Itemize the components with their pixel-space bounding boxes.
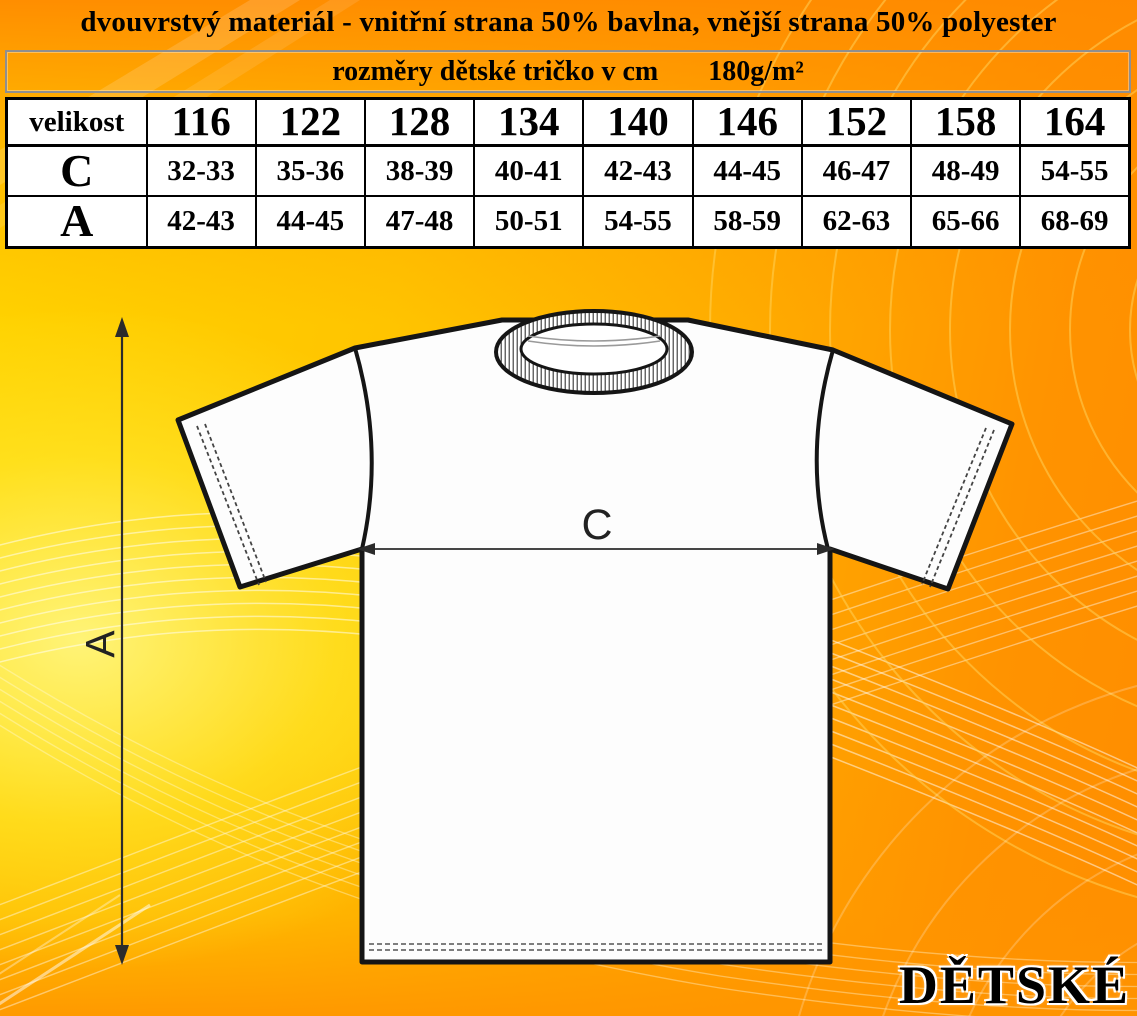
row-label-c: C — [5, 144, 148, 198]
value-cell: 54-55 — [582, 195, 694, 249]
value-cell: 44-45 — [691, 144, 803, 198]
value-cell: 50-51 — [473, 195, 585, 249]
arrow-right-icon — [817, 543, 835, 555]
value-cell: 65-66 — [910, 195, 1022, 249]
value-cell: 42-43 — [145, 195, 257, 249]
value-cell: 48-49 — [910, 144, 1022, 198]
fabric-weight: 180g/m² — [708, 55, 804, 87]
size-cell: 122 — [254, 97, 366, 147]
size-cell: 134 — [473, 97, 585, 147]
collar — [494, 309, 694, 395]
size-cell: 116 — [145, 97, 257, 147]
hem-stitching — [369, 943, 824, 951]
row-label-a: A — [5, 195, 148, 249]
width-dimension-label: C — [581, 501, 612, 549]
value-cell: 42-43 — [582, 144, 694, 198]
sleeve-stitching — [196, 423, 995, 588]
size-table: velikost 116 122 128 134 140 146 152 158… — [5, 97, 1131, 249]
light-streaks-bottom-left — [0, 894, 151, 1006]
value-cell: 38-39 — [363, 144, 476, 198]
value-cell: 32-33 — [145, 144, 257, 198]
size-cell: 164 — [1019, 97, 1131, 147]
material-description: dvouvrstvý materiál - vnitřní strana 50%… — [80, 6, 1057, 38]
arrow-up-icon — [115, 317, 129, 337]
size-cell: 128 — [363, 97, 476, 147]
corner-cell: velikost — [5, 97, 148, 147]
dimensions-title-bar: rozměry dětské tričko v cm 180g/m² — [5, 50, 1131, 93]
value-cell: 47-48 — [363, 195, 476, 249]
value-cell: 35-36 — [254, 144, 366, 198]
value-cell: 62-63 — [800, 195, 913, 249]
tshirt-body-outline — [175, 317, 1015, 965]
value-cell: 46-47 — [800, 144, 913, 198]
left-armhole-seam — [353, 347, 374, 550]
dimensions-title: rozměry dětské tričko v cm — [332, 55, 659, 87]
value-cell: 54-55 — [1019, 144, 1131, 198]
size-header-row: velikost 116 122 128 134 140 146 152 158… — [5, 97, 1131, 147]
height-dimension-label: A — [77, 630, 123, 658]
arrow-left-icon — [357, 543, 375, 555]
value-cell: 40-41 — [473, 144, 585, 198]
size-cell: 158 — [910, 97, 1022, 147]
value-cell: 58-59 — [691, 195, 803, 249]
measurement-row-c: C 32-33 35-36 38-39 40-41 42-43 44-45 46… — [5, 144, 1131, 198]
size-cell: 152 — [800, 97, 913, 147]
right-armhole-seam — [814, 349, 835, 550]
value-cell: 68-69 — [1019, 195, 1131, 249]
measurement-row-a: A 42-43 44-45 47-48 50-51 54-55 58-59 62… — [5, 195, 1131, 249]
height-dimension-arrow: A — [77, 317, 129, 965]
arrow-down-icon — [115, 945, 129, 965]
size-cell: 140 — [582, 97, 694, 147]
value-cell: 44-45 — [254, 195, 366, 249]
category-label: DĚTSKÉ — [898, 955, 1130, 1015]
width-dimension-arrow: C — [357, 501, 835, 555]
size-cell: 146 — [691, 97, 803, 147]
